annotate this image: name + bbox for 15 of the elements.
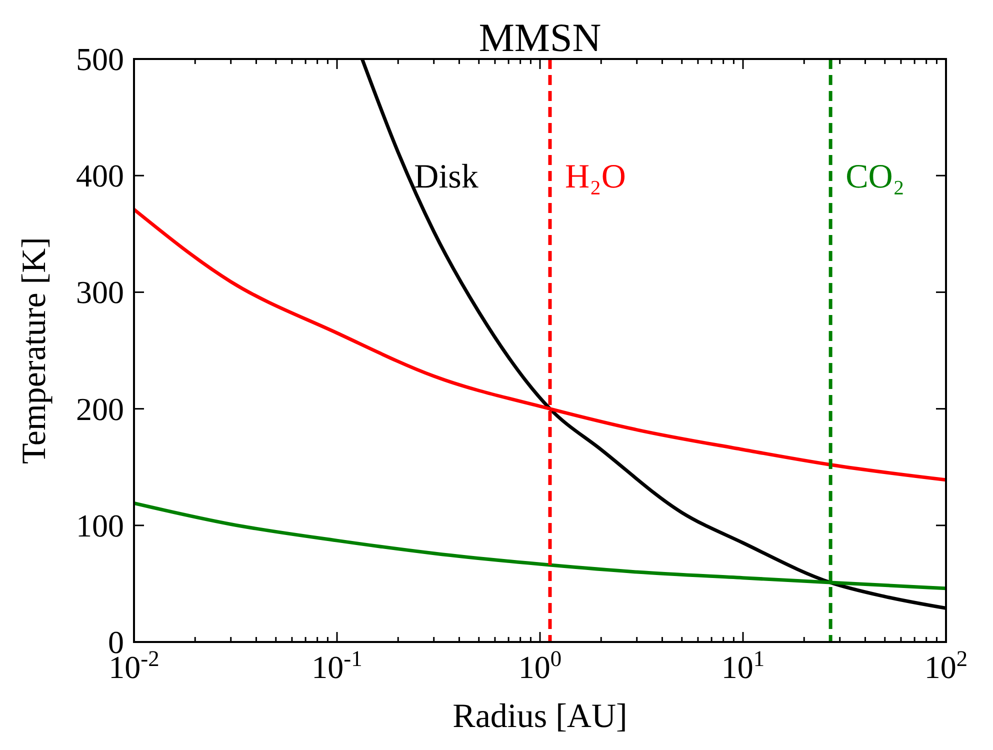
- x-tick-label: 10$^{0}$: [518, 646, 562, 685]
- ref-line-label: CO₂: [846, 158, 905, 196]
- y-tick-label: 400: [76, 158, 124, 194]
- x-tick-label: 10$^{2}$: [924, 646, 968, 685]
- y-axis-title: Temperature [K]: [16, 237, 53, 464]
- chart-title: MMSN: [478, 15, 602, 60]
- y-tick-label: 200: [76, 390, 124, 427]
- y-tick-label: 500: [76, 41, 124, 77]
- x-tick-label: 10$^{1}$: [721, 646, 765, 685]
- x-tick-label: 10$^{-1}$: [312, 646, 362, 685]
- y-tick-label: 100: [76, 507, 124, 544]
- series-label: Disk: [414, 158, 478, 196]
- y-tick-label: 300: [76, 274, 124, 310]
- x-axis-title: Radius [AU]: [452, 698, 628, 735]
- ref-line-label: H₂O: [564, 158, 626, 196]
